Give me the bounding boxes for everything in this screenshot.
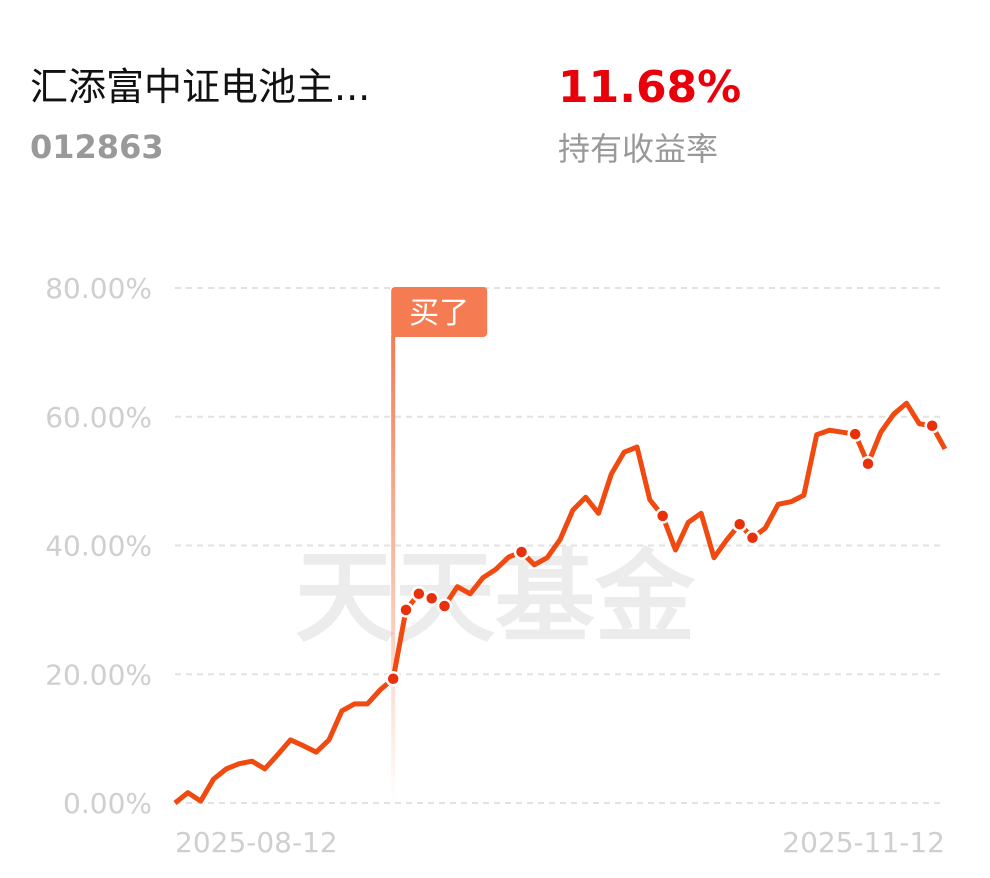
return-value: 11.68% <box>558 62 741 113</box>
y-tick-label: 80.00% <box>45 272 152 305</box>
trade-marker <box>731 516 748 533</box>
fund-name: 汇添富中证电池主... <box>30 65 370 109</box>
trade-marker <box>513 544 530 560</box>
trade-marker <box>411 586 427 602</box>
buy-tag <box>391 287 488 337</box>
trade-marker <box>744 530 761 546</box>
y-tick-label: 0.00% <box>63 787 152 820</box>
buy-tag-label: 买了 <box>409 296 469 331</box>
trade-marker <box>436 598 453 614</box>
series-line <box>173 400 948 805</box>
return-label: 持有收益率 <box>558 130 718 168</box>
trade-marker <box>654 508 671 524</box>
buy-line <box>391 335 396 803</box>
fund-code: 012863 <box>30 128 164 166</box>
x-tick-label: 2025-11-12 <box>782 826 945 859</box>
y-tick-label: 40.00% <box>45 530 152 563</box>
chart: 0.00% 20.00% 40.00% 60.00% 80.00% 2025-08-12 2… <box>45 272 948 859</box>
trade-marker <box>847 426 863 442</box>
trade-marker <box>398 602 414 618</box>
trade-marker <box>860 455 876 472</box>
x-tick-label: 2025-08-12 <box>175 826 338 859</box>
watermark: 天天基金 <box>295 538 696 656</box>
y-tick-label: 20.00% <box>45 658 152 691</box>
trade-marker <box>924 418 940 434</box>
y-tick-label: 60.00% <box>45 401 152 434</box>
trade-marker <box>385 671 401 687</box>
trade-marker <box>423 590 440 607</box>
